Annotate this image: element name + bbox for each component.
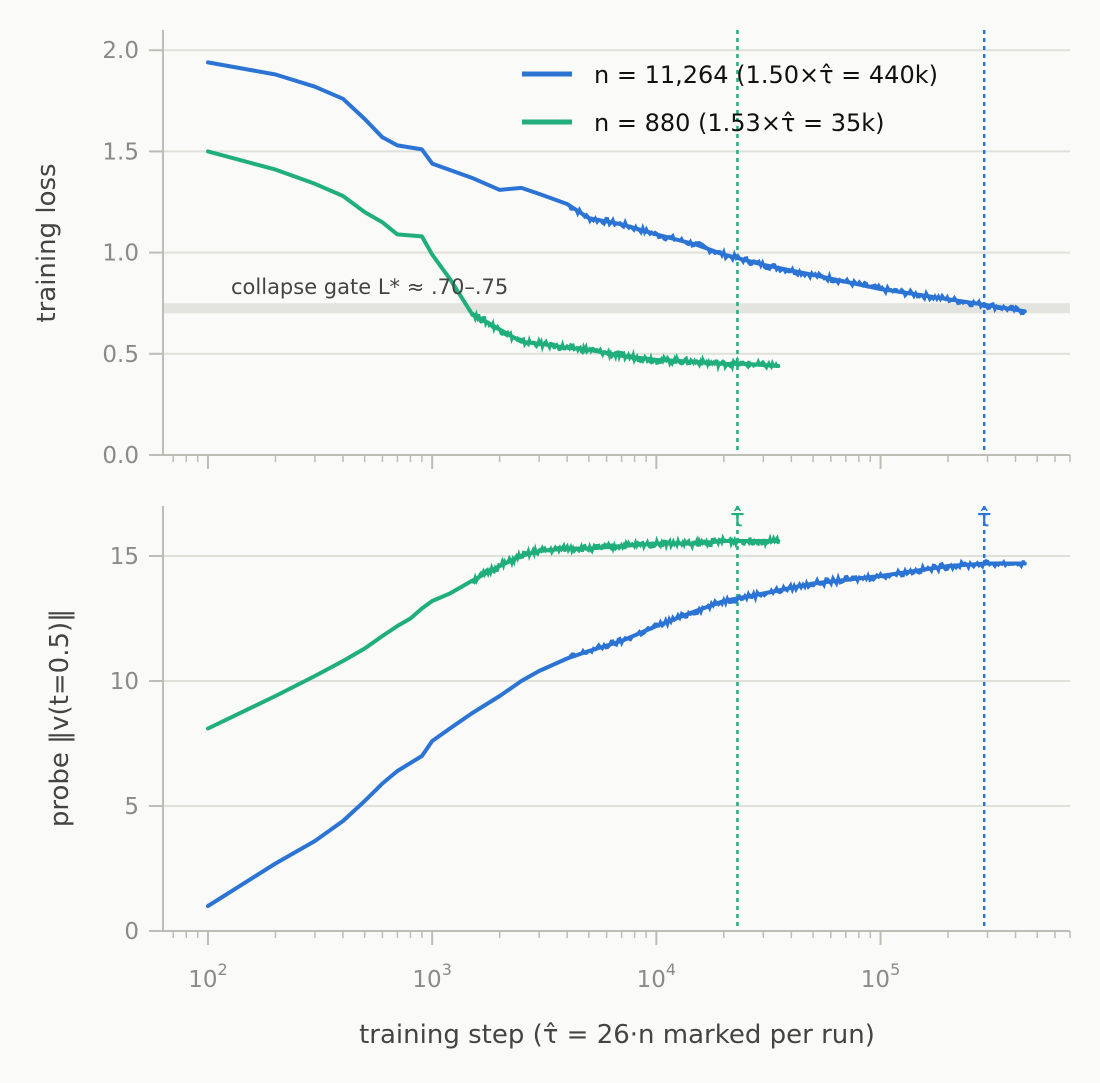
bottom-series bbox=[206, 533, 1027, 908]
bottom-grid bbox=[163, 555, 1070, 932]
y-tick-label: 1.0 bbox=[102, 241, 139, 267]
y-tick-label: 10 bbox=[110, 669, 139, 695]
bottom-vlines: τ̂ τ̂ bbox=[730, 504, 991, 931]
collapse-gate-label: collapse gate L* ≈ .70–.75 bbox=[231, 275, 508, 299]
y-tick-label: 5 bbox=[124, 794, 139, 820]
top-axes: 0.0 0.5 1.0 1.5 2.0 bbox=[102, 30, 1071, 469]
y-tick-label: 0 bbox=[124, 919, 139, 945]
series-noise bbox=[470, 533, 780, 586]
series-noise bbox=[470, 309, 779, 373]
bottom-axes: 0 5 10 15 102 103 104 105 bbox=[110, 506, 1071, 993]
y-tick-label: 15 bbox=[110, 544, 139, 570]
bottom-panel: τ̂ τ̂ 0 5 10 15 102 103 104 105 probe ‖v(t=0.5)‖ bbox=[45, 504, 1071, 993]
collapse-gate-rect bbox=[163, 303, 1070, 314]
top-panel: 0.0 0.5 1.0 1.5 2.0 n = 11,264 (1.50×τ̂ = 44… bbox=[32, 30, 1071, 469]
x-tick-label: 102 bbox=[188, 960, 227, 993]
top-vlines bbox=[736, 30, 986, 455]
y-tick-label: 2.0 bbox=[102, 38, 139, 64]
tau-hat-label: τ̂ bbox=[730, 504, 744, 532]
x-axis-label: training step (τ̂ = 26·n marked per run) bbox=[359, 1020, 875, 1050]
x-tick-label: 103 bbox=[412, 960, 451, 993]
top-series bbox=[206, 60, 1027, 373]
bottom-ylabel: probe ‖v(t=0.5)‖ bbox=[45, 609, 75, 827]
y-tick-label: 0.5 bbox=[102, 342, 139, 368]
legend-label: n = 880 (1.53×τ̂ = 35k) bbox=[594, 109, 885, 137]
tau-hat-label: τ̂ bbox=[977, 504, 991, 532]
x-tick-label: 104 bbox=[637, 960, 676, 993]
y-tick-label: 1.5 bbox=[102, 139, 139, 165]
series-noise bbox=[566, 202, 1026, 316]
y-tick-label: 0.0 bbox=[102, 443, 139, 469]
collapse-gate-band bbox=[163, 303, 1070, 314]
x-tick-label: 105 bbox=[861, 960, 900, 993]
top-ylabel: training loss bbox=[32, 163, 62, 322]
legend: n = 11,264 (1.50×τ̂ = 440k) n = 880 (1.53… bbox=[522, 61, 938, 137]
legend-label: n = 11,264 (1.50×τ̂ = 440k) bbox=[594, 61, 938, 89]
series-line bbox=[206, 561, 1027, 908]
series-line bbox=[206, 149, 781, 368]
series-noise bbox=[566, 558, 1025, 661]
series-line bbox=[206, 60, 1027, 314]
